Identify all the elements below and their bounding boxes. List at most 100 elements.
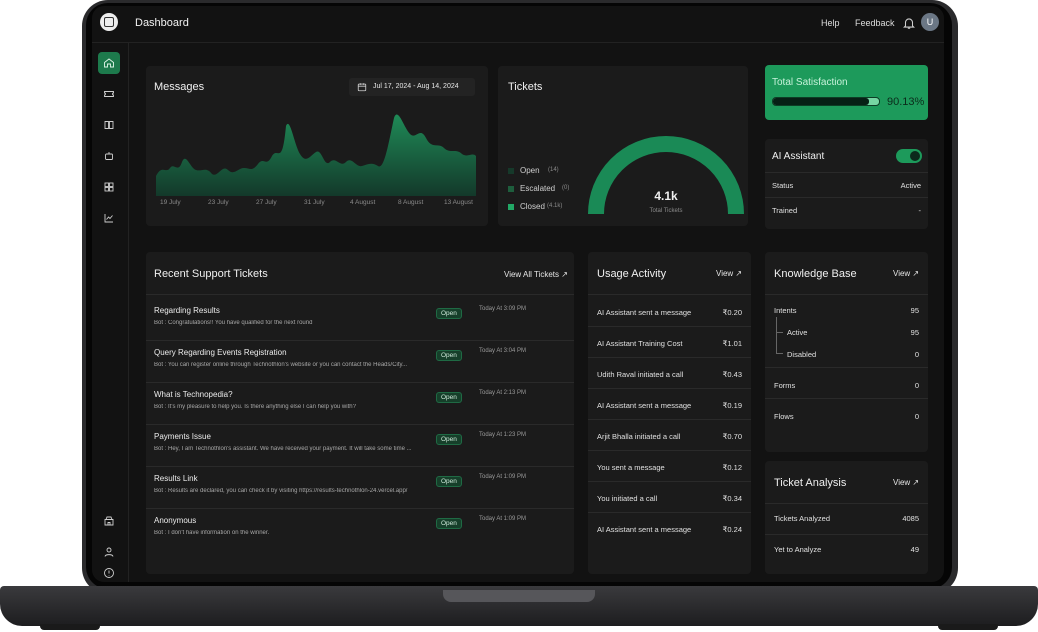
- ticket-status-badge: Open: [436, 392, 462, 403]
- usage-amount: ₹0.24: [722, 525, 742, 534]
- tickets-card: Tickets Open (14) Escalated (0) Closed (…: [498, 66, 748, 226]
- legend-count-closed: (4.1k): [547, 203, 563, 209]
- book-icon: [104, 121, 114, 129]
- avatar[interactable]: U: [921, 13, 939, 31]
- ticket-row[interactable]: Payments Issue Bot : Hey, I am Technothlo…: [146, 430, 574, 470]
- usage-row: Arjit Bhalla initiated a call ₹0.70: [588, 432, 751, 452]
- ticket-preview: Bot : You can register online through Te…: [154, 362, 408, 368]
- bell-icon[interactable]: [902, 16, 916, 30]
- ticket-status-badge: Open: [436, 518, 462, 529]
- knowledge-base-card: Knowledge Base View ↗ Intents 95 Active …: [765, 252, 928, 452]
- bot-icon: [105, 152, 113, 160]
- ai-assistant-toggle[interactable]: [896, 149, 922, 163]
- forms-label: Forms: [774, 381, 796, 390]
- sidebar-item-home[interactable]: [98, 52, 120, 74]
- ai-assistant-card: AI Assistant Status Active Trained -: [765, 139, 928, 229]
- ticket-row[interactable]: What is Technopedia? Bot : It's my pleasu…: [146, 388, 574, 428]
- sidebar-item-info[interactable]: [98, 562, 120, 582]
- sidebar-item-tickets[interactable]: [98, 83, 120, 105]
- usage-text: You initiated a call: [597, 494, 658, 503]
- intents-label: Intents: [774, 306, 797, 315]
- usage-row: AI Assistant Training Cost ₹1.01: [588, 339, 751, 359]
- tickets-total-value: 4.1k: [654, 189, 678, 203]
- usage-row: Udith Raval initiated a call ₹0.43: [588, 370, 751, 390]
- sidebar-item-knowledge[interactable]: [98, 114, 120, 136]
- usage-text: You sent a message: [597, 463, 665, 472]
- ticket-analysis-view-link[interactable]: View ↗: [893, 478, 920, 487]
- ticket-preview: Bot : Congratulations!! You have qualifi…: [154, 320, 313, 326]
- divider: [146, 340, 574, 341]
- divider: [146, 294, 574, 295]
- tickets-title: Tickets: [508, 81, 543, 93]
- tickets-total-label: Total Tickets: [649, 208, 683, 214]
- divider: [765, 534, 928, 535]
- recent-tickets-card: Recent Support Tickets View All Tickets …: [146, 252, 574, 574]
- help-link[interactable]: Help: [821, 18, 840, 28]
- ticket-time: Today At 2:13 PM: [479, 390, 527, 396]
- intents-value: 95: [910, 306, 919, 315]
- legend-label-open: Open: [520, 166, 540, 175]
- usage-amount: ₹0.12: [722, 463, 742, 472]
- date-range-picker[interactable]: Jul 17, 2024 - Aug 14, 2024: [349, 78, 475, 96]
- gauge-arc: [588, 136, 744, 214]
- ticket-title: Anonymous: [154, 516, 197, 525]
- sidebar-item-analytics[interactable]: [98, 207, 120, 229]
- usage-view-link[interactable]: View ↗: [716, 269, 743, 278]
- divider: [588, 388, 751, 389]
- divider: [146, 424, 574, 425]
- laptop-hinge-notch: [443, 590, 595, 602]
- divider: [588, 357, 751, 358]
- divider: [588, 512, 751, 513]
- ticket-title: Query Regarding Events Registration: [154, 348, 287, 357]
- ticket-row[interactable]: Results Link Bot : Results are declared, …: [146, 472, 574, 512]
- status-label: Status: [772, 181, 794, 190]
- feedback-link[interactable]: Feedback: [855, 18, 895, 28]
- flows-label: Flows: [774, 412, 794, 421]
- usage-activity-card: Usage Activity View ↗ AI Assistant sent …: [588, 252, 751, 574]
- satisfaction-progress-track: [772, 97, 880, 106]
- building-icon: [104, 516, 114, 526]
- tree-branch: [776, 353, 783, 354]
- yet-to-analyze-label: Yet to Analyze: [774, 545, 822, 554]
- sidebar-item-organization[interactable]: [98, 510, 120, 532]
- divider: [588, 419, 751, 420]
- legend-count-escalated: (0): [562, 185, 570, 191]
- ticket-row[interactable]: Anonymous Bot : I don't have information …: [146, 514, 574, 554]
- x-label: 4 August: [350, 199, 376, 206]
- legend-label-closed: Closed: [520, 202, 545, 211]
- messages-x-axis: 19 July 23 July 27 July 31 July 4 August…: [152, 199, 482, 209]
- app-logo[interactable]: [100, 13, 118, 31]
- usage-row: AI Assistant sent a message ₹0.24: [588, 525, 751, 545]
- ticket-row[interactable]: Regarding Results Bot : Congratulations!!…: [146, 304, 574, 344]
- legend-swatch-escalated: [508, 186, 514, 192]
- knowledge-base-view-link[interactable]: View ↗: [893, 269, 920, 278]
- ticket-row[interactable]: Query Regarding Events Registration Bot :…: [146, 346, 574, 386]
- divider: [765, 294, 928, 295]
- trained-value: -: [918, 206, 922, 215]
- divider: [146, 382, 574, 383]
- legend-label-escalated: Escalated: [520, 184, 556, 193]
- usage-amount: ₹0.19: [722, 401, 742, 410]
- ticket-title: Regarding Results: [154, 306, 220, 315]
- usage-row: You initiated a call ₹0.34: [588, 494, 751, 514]
- sidebar-item-profile[interactable]: [98, 541, 120, 563]
- usage-text: AI Assistant sent a message: [597, 525, 692, 534]
- user-icon: [104, 547, 114, 557]
- flows-value: 0: [914, 412, 919, 421]
- chart-icon: [104, 214, 113, 223]
- divider: [588, 294, 751, 295]
- ticket-time: Today At 1:09 PM: [479, 516, 527, 522]
- divider: [765, 197, 928, 198]
- sidebar-item-assistant[interactable]: [98, 145, 120, 167]
- trained-label: Trained: [772, 206, 798, 215]
- legend-swatch-open: [508, 168, 514, 174]
- usage-amount: ₹0.43: [722, 370, 742, 379]
- ticket-time: Today At 3:09 PM: [479, 306, 527, 312]
- usage-row: AI Assistant sent a message ₹0.20: [588, 308, 751, 328]
- sidebar-item-apps[interactable]: [98, 176, 120, 198]
- home-icon: [104, 58, 114, 68]
- legend-swatch-closed: [508, 204, 514, 210]
- usage-text: AI Assistant sent a message: [597, 401, 692, 410]
- view-all-tickets-link[interactable]: View All Tickets ↗: [504, 270, 568, 279]
- ticket-status-badge: Open: [436, 308, 462, 319]
